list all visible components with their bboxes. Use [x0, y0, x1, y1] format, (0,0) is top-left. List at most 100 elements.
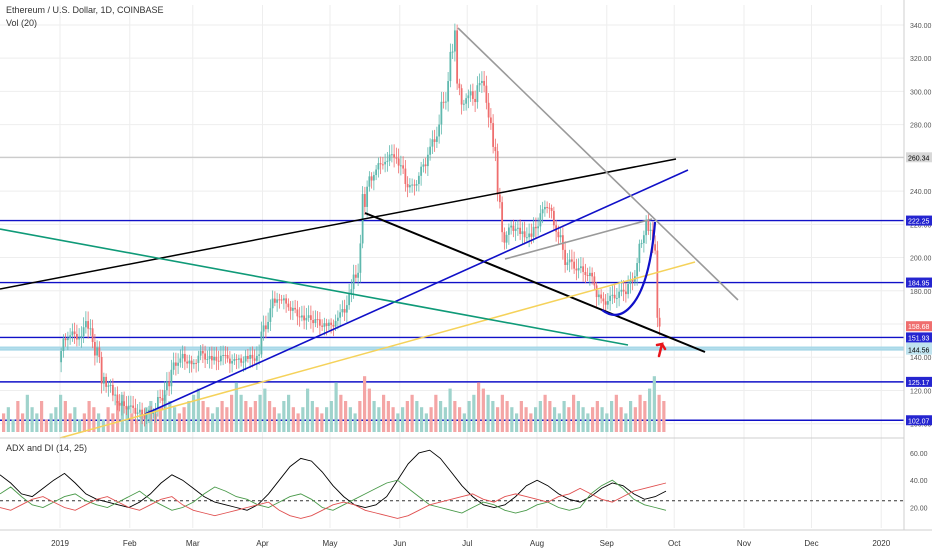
volume-bar	[11, 419, 15, 432]
candle-body	[195, 362, 198, 364]
volume-bar	[120, 394, 124, 432]
candle-body	[357, 272, 360, 278]
candle-body	[435, 136, 438, 142]
volume-bar	[638, 394, 642, 432]
candle-body	[339, 312, 342, 318]
red-arrow	[655, 342, 667, 358]
volume-bar	[439, 401, 443, 432]
volume-bar	[405, 401, 409, 432]
candle-body	[303, 315, 306, 321]
candle-body	[233, 358, 236, 362]
candle-body	[411, 184, 414, 186]
candle-body	[510, 225, 513, 228]
candle-body	[327, 322, 330, 326]
candle-body	[528, 233, 531, 238]
candle-body	[350, 289, 353, 294]
volume-bar	[386, 401, 390, 432]
candle-body	[278, 299, 281, 301]
candle-body	[366, 186, 369, 207]
volume-bar	[662, 401, 666, 432]
candle-body	[174, 362, 177, 366]
volume-bar	[173, 407, 177, 432]
volume-bar	[524, 407, 528, 432]
volume-bar	[177, 413, 181, 432]
candle-body	[402, 165, 405, 169]
candle-body	[118, 402, 121, 406]
candle-body	[172, 362, 175, 370]
volume-bar	[633, 407, 637, 432]
price-level-tag-text: 151.93	[908, 335, 930, 342]
candle-body	[422, 164, 425, 167]
candle-body	[177, 362, 180, 366]
candle-body	[179, 358, 182, 363]
volume-bar	[144, 407, 148, 432]
candle-body	[469, 91, 472, 96]
volume-bar	[519, 401, 523, 432]
volume-bar	[187, 401, 191, 432]
candle-body	[370, 176, 373, 181]
candle-body	[114, 394, 117, 396]
candle-body	[132, 405, 135, 408]
candle-body	[615, 297, 618, 299]
candle-body	[579, 266, 582, 269]
price-axis-labels[interactable]: 260.34222.25184.95151.93145.85144.56125.…	[906, 152, 932, 426]
candle-body	[458, 83, 461, 89]
candle-body	[91, 328, 94, 342]
yellow-trendline	[59, 261, 696, 439]
y-tick-label: 340.00	[910, 23, 932, 30]
candle-body	[642, 235, 645, 244]
volume-bar	[78, 419, 82, 432]
candle-body	[255, 355, 258, 361]
candle-body	[573, 261, 576, 269]
price-level-tag-text: 222.25	[908, 219, 930, 226]
volume-bar	[21, 413, 25, 432]
candle-body	[593, 276, 596, 286]
candle-body	[577, 268, 580, 271]
candle-body	[323, 323, 326, 327]
candle-body	[258, 354, 261, 356]
y-tick-label: 180.00	[910, 289, 932, 296]
volume-bar	[443, 407, 447, 432]
x-tick-label: Feb	[123, 539, 137, 548]
volume-bar	[353, 413, 357, 432]
candle-body	[237, 358, 240, 360]
volume-bar	[481, 388, 485, 432]
candle-body	[264, 325, 267, 330]
candle-body	[390, 154, 393, 156]
volume-bar	[610, 401, 614, 432]
candle-body	[381, 164, 384, 166]
volume-bar	[363, 376, 367, 432]
candle-body	[426, 154, 429, 167]
grid	[0, 5, 904, 528]
candle-body	[300, 315, 303, 318]
volume-bar	[329, 401, 333, 432]
candle-body	[420, 166, 423, 176]
candle-body	[87, 321, 90, 329]
volume-bar	[424, 413, 428, 432]
adx-line	[0, 449, 667, 511]
candle-body	[93, 341, 96, 356]
candle-body	[84, 321, 87, 328]
candle-body	[222, 355, 225, 357]
candle-body	[489, 117, 492, 124]
candle-body	[136, 412, 139, 414]
candle-body	[424, 164, 427, 167]
price-level-tag	[906, 415, 932, 426]
x-tick-label: Dec	[804, 539, 818, 548]
volume-bar	[310, 401, 314, 432]
volume-bar	[325, 407, 329, 432]
volume-bar	[73, 407, 77, 432]
volume-bar	[25, 394, 29, 432]
candle-body	[640, 243, 643, 245]
candle-body	[478, 83, 481, 86]
volume-bar	[496, 407, 500, 432]
volume-bar	[44, 419, 48, 432]
volume-bar	[572, 394, 576, 432]
candle-body	[368, 176, 371, 187]
candle-body	[564, 249, 567, 265]
volume-bar	[500, 394, 504, 432]
volume-bar	[296, 413, 300, 432]
candle-body	[183, 353, 186, 362]
candle-body	[429, 146, 432, 155]
volume-bar	[40, 401, 44, 432]
